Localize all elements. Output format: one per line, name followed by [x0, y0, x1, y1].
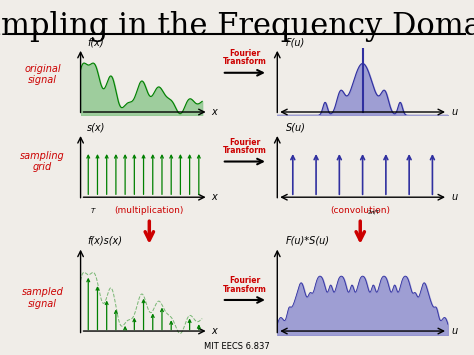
- Text: x: x: [211, 326, 217, 336]
- Text: u: u: [451, 107, 457, 117]
- Text: Sampling in the Frequency Domain: Sampling in the Frequency Domain: [0, 11, 474, 42]
- Text: sampled
signal: sampled signal: [22, 288, 64, 309]
- Text: F(u)*S(u): F(u)*S(u): [286, 236, 330, 246]
- Text: u: u: [451, 326, 457, 336]
- Text: Fourier: Fourier: [229, 49, 260, 58]
- Text: Transform: Transform: [223, 285, 266, 294]
- Text: (multiplication): (multiplication): [115, 206, 184, 215]
- Text: s(x): s(x): [87, 122, 105, 132]
- Text: F(u): F(u): [286, 37, 305, 47]
- Text: T: T: [91, 208, 95, 214]
- Text: S(u): S(u): [286, 122, 306, 132]
- Text: MIT EECS 6.837: MIT EECS 6.837: [204, 343, 270, 351]
- Text: 2$\pi$/T: 2$\pi$/T: [367, 208, 381, 217]
- Text: Fourier: Fourier: [229, 276, 260, 285]
- Text: x: x: [211, 107, 217, 117]
- Text: u: u: [451, 192, 457, 202]
- Text: (convolution): (convolution): [330, 206, 390, 215]
- Text: Transform: Transform: [223, 58, 266, 66]
- Text: x: x: [211, 192, 217, 202]
- Text: f(x): f(x): [87, 37, 104, 47]
- Text: f(x)s(x): f(x)s(x): [87, 236, 122, 246]
- Text: original
signal: original signal: [24, 64, 61, 85]
- Text: sampling
grid: sampling grid: [20, 151, 65, 172]
- Text: Fourier: Fourier: [229, 138, 260, 147]
- Text: Transform: Transform: [223, 146, 266, 155]
